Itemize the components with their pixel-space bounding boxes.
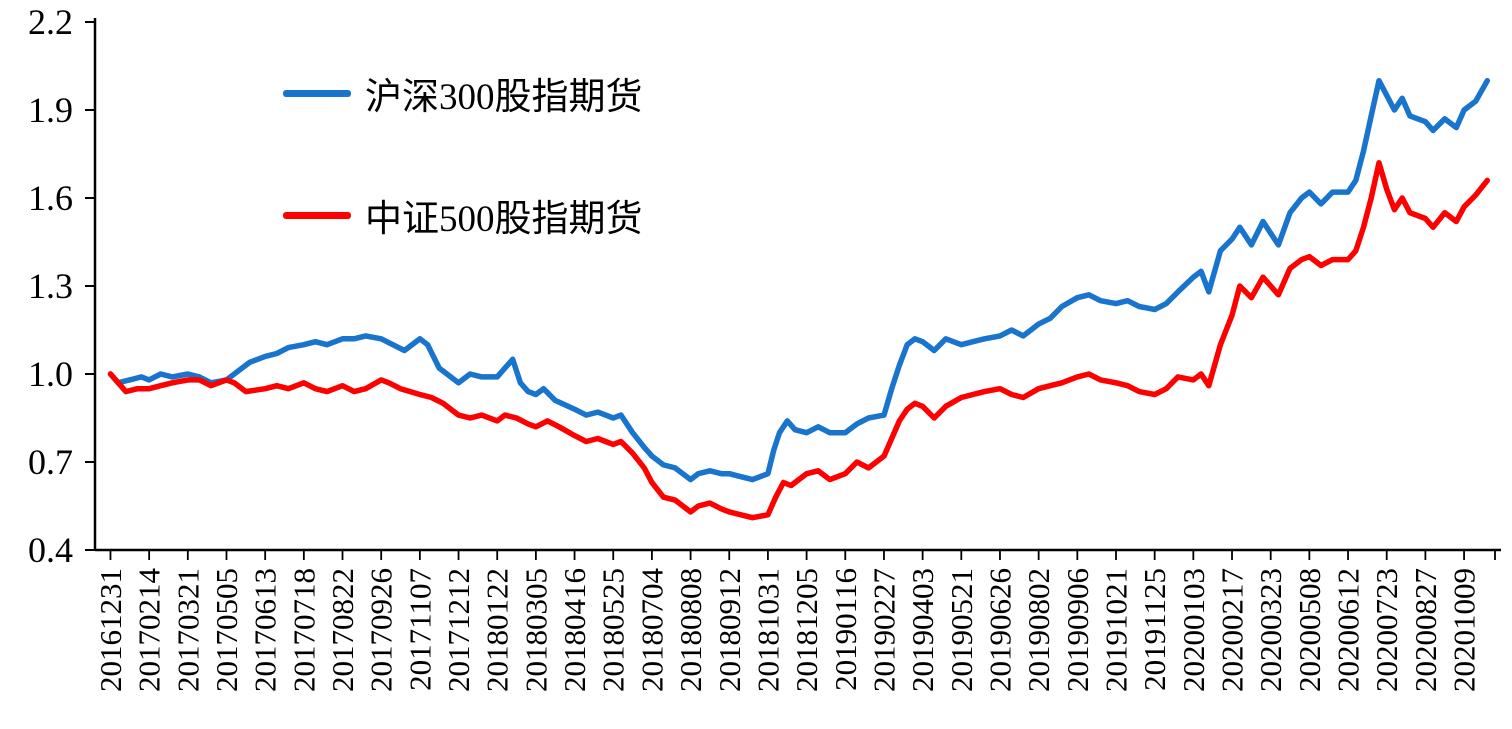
x-tick-label: 20190906: [1060, 568, 1095, 692]
x-tick-label: 20180808: [673, 568, 708, 692]
x-tick-label: 20171107: [402, 568, 437, 691]
y-tick-label: 1.0: [28, 354, 73, 394]
x-tick-label: 20170613: [248, 568, 283, 692]
x-tick-label: 20190227: [866, 568, 901, 692]
x-tick-label: 20191125: [1137, 568, 1172, 691]
x-tick-label: 20190802: [1021, 568, 1056, 692]
x-tick-label: 20161231: [93, 568, 128, 692]
x-tick-label: 20190116: [828, 568, 863, 691]
x-tick-label: 20170505: [209, 568, 244, 692]
y-tick-label: 1.9: [28, 90, 73, 130]
x-tick-label: 20200723: [1369, 568, 1404, 692]
series-line-1: [107, 160, 1491, 521]
x-tick-label: 20171212: [441, 568, 476, 692]
x-tick-label: 20170214: [132, 568, 167, 693]
x-tick-label: 20201009: [1447, 568, 1482, 692]
x-tick-label: 20190521: [944, 568, 979, 692]
y-tick-label: 0.4: [28, 530, 73, 570]
x-tick-label: 20180416: [557, 568, 592, 692]
x-tick-label: 20170926: [364, 568, 399, 692]
x-tick-label: 20180912: [712, 568, 747, 692]
x-tick-label: 20190403: [905, 568, 940, 692]
x-tick-label: 20180525: [596, 568, 631, 692]
x-tick-label: 20170718: [286, 568, 321, 692]
x-tick-label: 20181031: [750, 568, 785, 692]
x-tick-label: 20200827: [1408, 568, 1443, 692]
x-tick-label: 20190626: [982, 568, 1017, 692]
series-line-0: [107, 77, 1491, 483]
x-axis-ticks: 20161231 20170214 20170321 20170505 20170613…: [93, 550, 1496, 693]
y-tick-label: 1.6: [28, 178, 73, 218]
y-axis-ticks: 2.2 1.9 1.6 1.3 1.0 0.7 0.4: [28, 2, 95, 570]
y-tick-label: 2.2: [28, 2, 73, 42]
x-tick-label: 20200217: [1215, 568, 1250, 692]
x-tick-label: 20181205: [789, 568, 824, 692]
x-tick-label: 20200508: [1292, 568, 1327, 692]
x-tick-label: 20180122: [480, 568, 515, 692]
x-tick-label: 20180305: [518, 568, 553, 692]
x-tick-label: 20170321: [170, 568, 205, 692]
axes: [93, 18, 1501, 552]
y-tick-label: 1.3: [28, 266, 73, 306]
x-tick-label: 20200612: [1331, 568, 1366, 692]
x-tick-label: 20200103: [1176, 568, 1211, 692]
x-tick-label: 20200323: [1253, 568, 1288, 692]
y-tick-label: 0.7: [28, 442, 73, 482]
x-tick-label: 20170822: [325, 568, 360, 692]
x-tick-label: 20191021: [1098, 568, 1133, 692]
series-lines: [107, 77, 1491, 521]
x-tick-label: 20180704: [634, 568, 669, 693]
